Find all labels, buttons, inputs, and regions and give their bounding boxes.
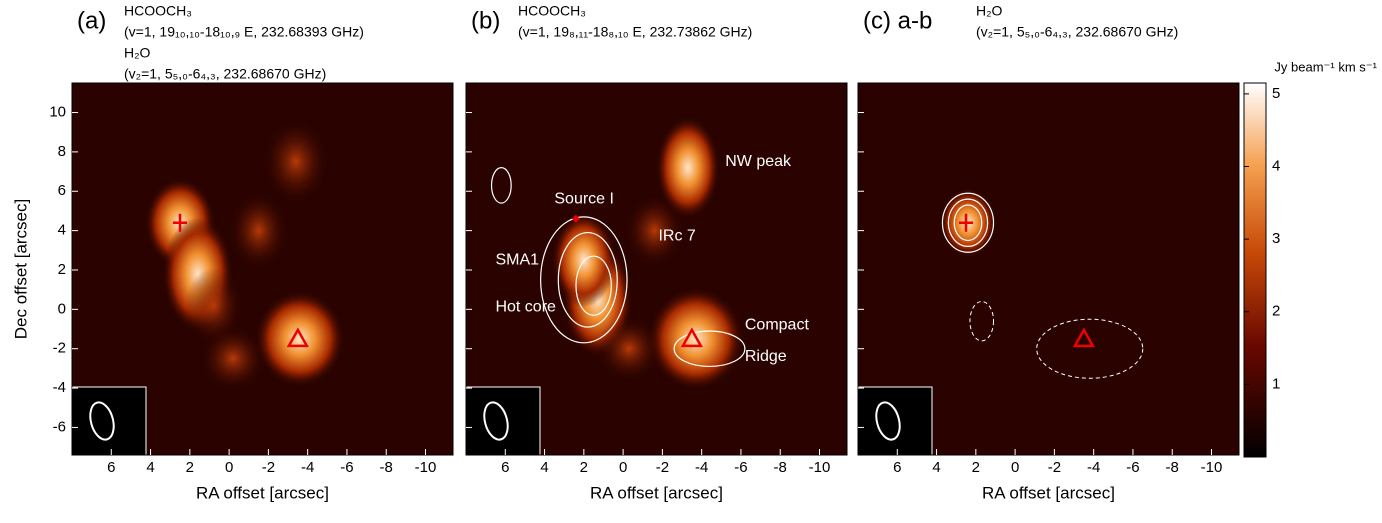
annotation: IRc 7 — [658, 228, 695, 245]
x-tick-label: -2 — [262, 459, 275, 476]
x-axis-label: RA offset [arcsec] — [196, 483, 329, 502]
beam-box — [466, 387, 540, 455]
annotation: Hot core — [495, 299, 556, 316]
x-tick-label: -10 — [1201, 459, 1223, 476]
x-tick-label: 2 — [972, 459, 980, 476]
x-tick-label: 0 — [1011, 459, 1019, 476]
x-tick-label: -8 — [380, 459, 393, 476]
x-tick-label: 4 — [932, 459, 940, 476]
annotation: Compact — [745, 316, 810, 333]
colorbar-tick-label: 4 — [1272, 157, 1280, 174]
colorbar-tick-label: 1 — [1272, 375, 1280, 392]
panel-title: H₂O — [124, 45, 151, 61]
y-tick-label: 4 — [58, 222, 66, 239]
y-tick-label: -4 — [53, 379, 66, 396]
x-tick-label: -6 — [734, 459, 747, 476]
panel-title: HCOOCH₃ — [124, 3, 192, 19]
panel-label: (c) a-b — [863, 7, 932, 34]
x-tick-label: -10 — [809, 459, 831, 476]
annotation: Ridge — [745, 348, 787, 365]
panel-title: (v₂=1, 5₅,₀-6₄,₃, 232.68670 GHz) — [124, 66, 326, 82]
x-axis-label: RA offset [arcsec] — [590, 483, 723, 502]
panel-label: (a) — [77, 7, 106, 34]
x-tick-label: 2 — [580, 459, 588, 476]
x-tick-label: 4 — [540, 459, 548, 476]
colorbar-label: Jy beam⁻¹ km s⁻¹ — [1274, 59, 1377, 74]
y-tick-label: 6 — [58, 182, 66, 199]
panel-label: (b) — [471, 7, 500, 34]
y-tick-label: 2 — [58, 261, 66, 278]
figure: 6420-2-4-6-8-101086420-2-4-6RA offset [a… — [0, 0, 1382, 523]
y-tick-label: -2 — [53, 340, 66, 357]
x-tick-label: 6 — [501, 459, 509, 476]
colorbar-tick-label: 3 — [1272, 230, 1280, 247]
x-tick-label: -2 — [1048, 459, 1061, 476]
y-tick-label: 0 — [58, 300, 66, 317]
colorbar-tick-label: 5 — [1272, 85, 1280, 102]
y-tick-label: 8 — [58, 143, 66, 160]
y-tick-label: -6 — [53, 418, 66, 435]
colorbar — [1244, 83, 1266, 457]
panel-title: (v=1, 19₁₀,₁₀-18₁₀,₉ E, 232.68393 GHz) — [124, 24, 364, 40]
y-axis-label: Dec offset [arcsec] — [11, 199, 30, 339]
annotation: NW peak — [725, 153, 792, 170]
x-tick-label: -4 — [695, 459, 708, 476]
x-tick-label: 2 — [186, 459, 194, 476]
beam-box — [858, 387, 932, 455]
x-tick-label: 6 — [107, 459, 115, 476]
beam-box — [72, 387, 146, 455]
x-tick-label: -10 — [415, 459, 437, 476]
emission — [256, 292, 344, 386]
x-tick-label: -8 — [774, 459, 787, 476]
x-tick-label: 6 — [893, 459, 901, 476]
panel-title: H₂O — [976, 3, 1003, 19]
emission — [202, 327, 265, 390]
x-tick-label: 0 — [225, 459, 233, 476]
annotation: Source I — [554, 190, 614, 207]
colorbar-tick-label: 2 — [1272, 303, 1280, 320]
x-tick-label: 4 — [146, 459, 154, 476]
emission — [598, 317, 661, 380]
x-tick-label: -6 — [340, 459, 353, 476]
emission — [264, 121, 327, 203]
annotation: SMA1 — [495, 251, 539, 268]
emission — [230, 193, 287, 269]
y-tick-label: 10 — [49, 103, 66, 120]
panel-title: (v₂=1, 5₅,₀-6₄,₃, 232.68670 GHz) — [976, 24, 1178, 40]
panel-title: (v=1, 19₈,₁₁-18₈,₁₀ E, 232.73862 GHz) — [518, 24, 752, 40]
x-axis-label: RA offset [arcsec] — [982, 483, 1115, 502]
x-tick-label: -2 — [656, 459, 669, 476]
panel-title: HCOOCH₃ — [518, 3, 586, 19]
x-tick-label: 0 — [619, 459, 627, 476]
x-tick-label: -6 — [1126, 459, 1139, 476]
x-tick-label: -4 — [1087, 459, 1100, 476]
emission — [552, 213, 615, 307]
x-tick-label: -4 — [301, 459, 314, 476]
x-tick-label: -8 — [1166, 459, 1179, 476]
